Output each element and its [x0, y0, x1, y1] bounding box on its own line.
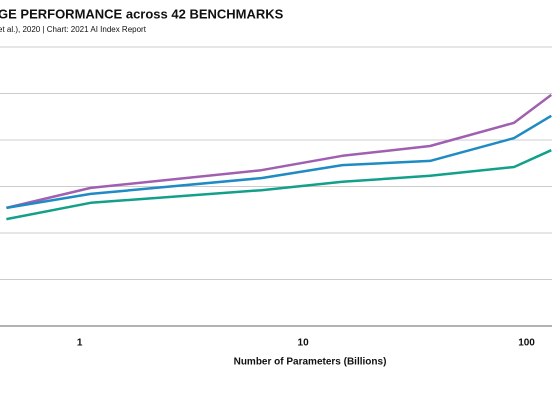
x-tick-label: 10 [298, 338, 310, 349]
chart-subtitle: et al.), 2020 | Chart: 2021 AI Index Rep… [0, 25, 147, 34]
x-axis-label: Number of Parameters (Billions) [234, 357, 387, 368]
data-line [6, 149, 552, 221]
x-tick-label: 100 [518, 338, 535, 349]
chart-title: GE PERFORMANCE across 42 BENCHMARKS [0, 6, 284, 21]
data-line [6, 114, 552, 210]
data-line [6, 93, 552, 210]
x-tick-label: 1 [77, 338, 83, 349]
